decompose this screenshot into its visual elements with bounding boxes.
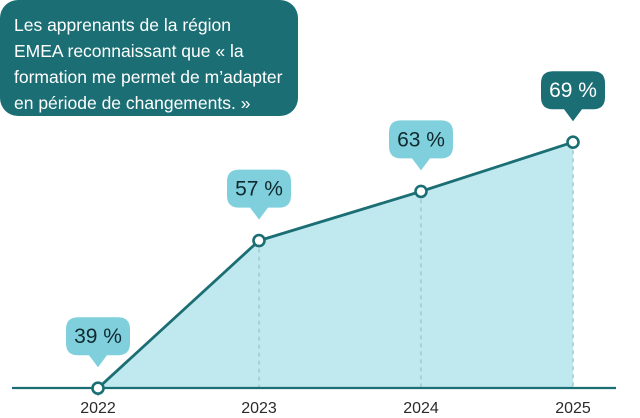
- data-label-2025: 69 %: [549, 79, 597, 102]
- x-tick-label-2022: 2022: [80, 400, 116, 417]
- data-label-2023: 57 %: [235, 178, 283, 201]
- data-point-2025: [566, 135, 580, 149]
- x-tick-label-2023: 2023: [241, 400, 277, 417]
- data-label-bubble-2023: [227, 169, 291, 220]
- data-label-2024: 63 %: [397, 128, 445, 151]
- data-label-bubble-2022: [66, 317, 130, 368]
- data-point-2022: [91, 381, 105, 396]
- x-tick-label-2025: 2025: [555, 400, 591, 417]
- x-tick-label-2024: 2024: [403, 400, 439, 417]
- data-label-bubble-2025: [541, 71, 605, 122]
- chart-title-card: Les apprenants de la région EMEA reconna…: [0, 0, 298, 116]
- series-line: [97, 140, 574, 390]
- area-fill: [98, 142, 573, 389]
- data-point-2023: [252, 233, 266, 248]
- data-label-bubble-2024: [389, 120, 453, 171]
- data-label-2022: 39 %: [74, 325, 122, 348]
- chart-title: Les apprenants de la région EMEA reconna…: [14, 15, 283, 113]
- data-point-2024: [414, 184, 428, 199]
